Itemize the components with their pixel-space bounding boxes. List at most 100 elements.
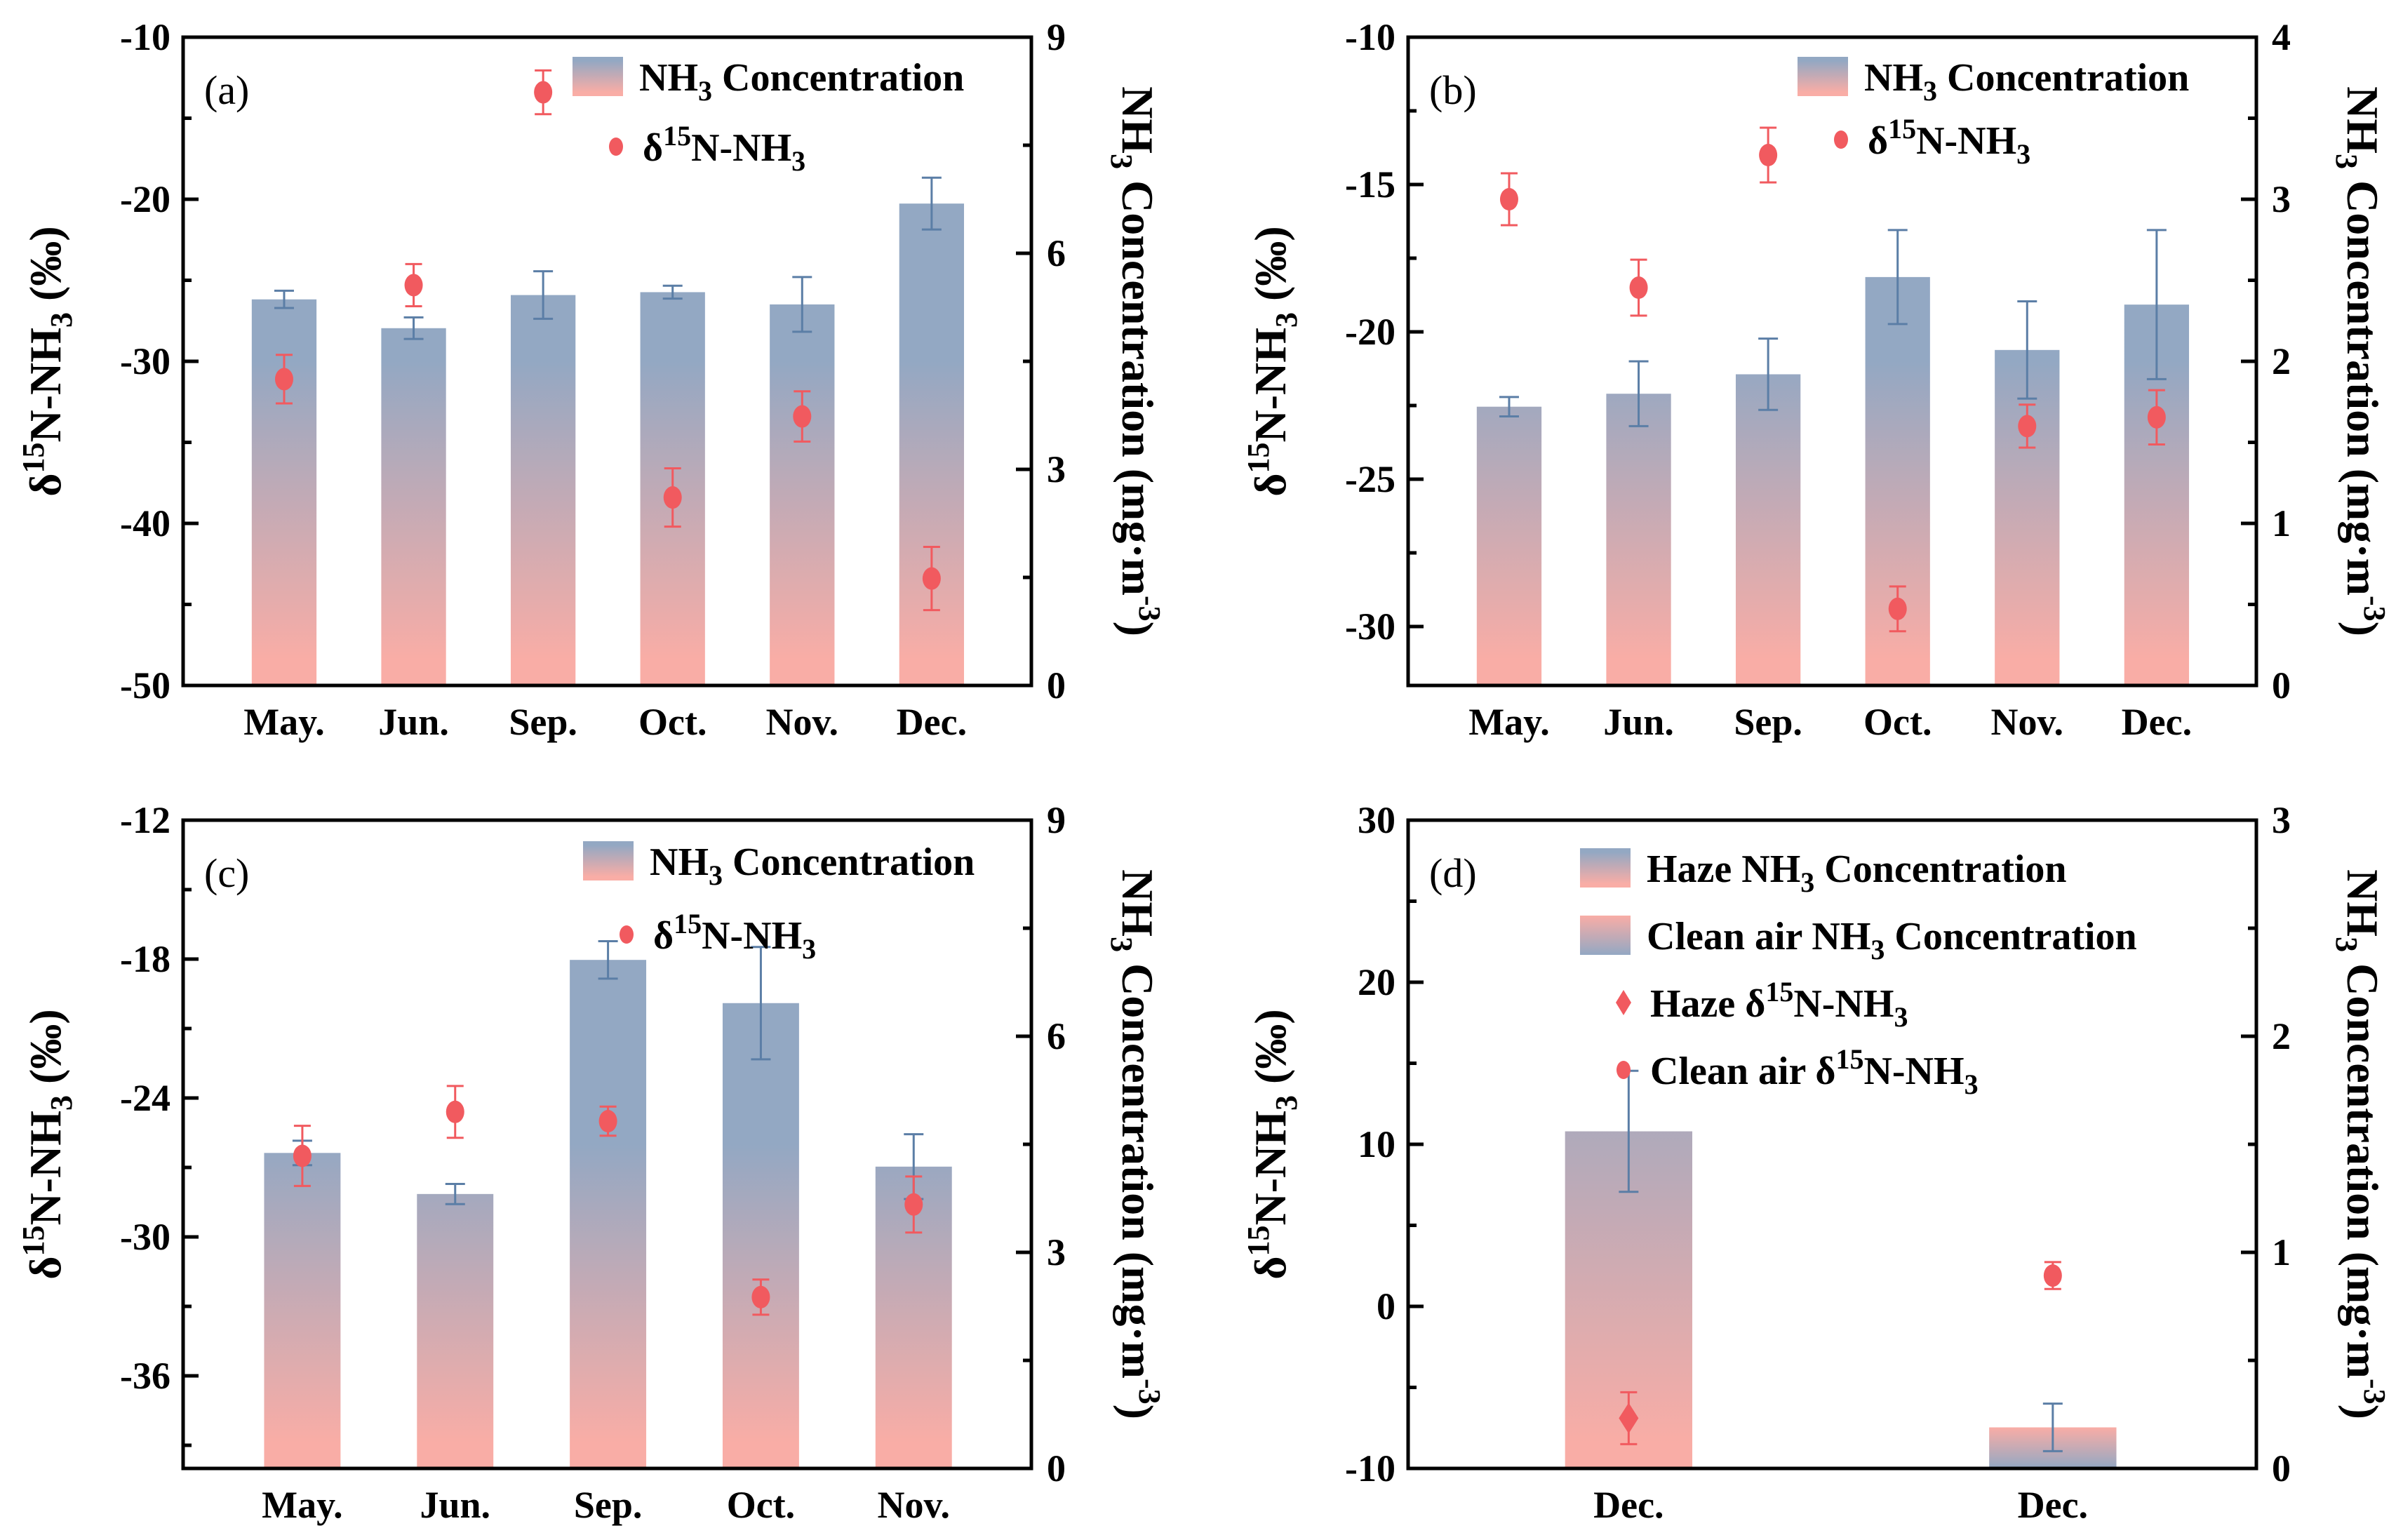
right-tick-label: 0 — [1047, 1447, 1066, 1489]
superscript: 15 — [1888, 113, 1916, 145]
x-tick-label: Nov. — [766, 701, 839, 743]
legend: NH3 Concentration δ15N-NH3 — [573, 56, 964, 177]
superscript: 15 — [1241, 442, 1276, 473]
bar-error-bar — [445, 1182, 465, 1205]
right-tick-label: 9 — [1047, 16, 1066, 58]
bar — [1995, 349, 2060, 685]
legend-label: δ15N-NH3 — [1868, 113, 2030, 170]
axis-title-text: Concentration (mg·m — [1113, 952, 1163, 1379]
subscript: 3 — [709, 859, 723, 891]
left-tick-label: -30 — [1345, 605, 1395, 648]
bar — [417, 1193, 494, 1468]
data-point — [404, 274, 423, 297]
legend-label: NH3 Concentration — [1864, 56, 2189, 107]
left-tick-label: 30 — [1358, 799, 1395, 841]
panel-label: (a) — [204, 67, 249, 113]
left-tick-label: 20 — [1358, 961, 1395, 1003]
x-tick-label: May. — [262, 1484, 343, 1526]
bar-error-bar — [662, 284, 683, 300]
legend-text-part: Concentration — [723, 841, 975, 884]
legend-item: δ15N-NH3 — [609, 120, 805, 177]
axis-title-text: Concentration (mg·m — [1113, 169, 1163, 596]
subscript: 3 — [2329, 937, 2364, 952]
legend-label: Haze NH3 Concentration — [1647, 848, 2067, 898]
delta-symbol: δ — [20, 473, 70, 496]
left-tick-label: -30 — [120, 1216, 170, 1258]
legend-marker-diamond — [1616, 990, 1631, 1015]
left-tick-label: -12 — [120, 799, 170, 841]
bar-error-bar — [533, 270, 554, 320]
axis-title-text: ) — [1113, 1405, 1163, 1419]
data-point — [1499, 188, 1518, 210]
subscript: 3 — [44, 1095, 79, 1111]
legend-text-part: N-NH — [702, 914, 802, 958]
left-tick-label: -20 — [120, 178, 170, 220]
axis-title-text: NH — [2338, 869, 2388, 937]
superscript: 15 — [674, 908, 702, 939]
axis-title-unit: (‰) — [1245, 226, 1295, 312]
bar-error-bar — [274, 289, 294, 309]
right-axis-title: NH3 Concentration (mg·m-3) — [1104, 869, 1167, 1419]
subscript: 3 — [1964, 1069, 1979, 1100]
subscript: 3 — [44, 312, 79, 328]
legend-label: NH3 Concentration — [650, 841, 975, 891]
left-tick-label: -50 — [120, 664, 170, 707]
legend-swatch — [1580, 848, 1631, 888]
axis-title-unit: (‰) — [1245, 1009, 1295, 1095]
left-tick-label: -24 — [120, 1077, 170, 1119]
right-tick-label: 6 — [1047, 232, 1066, 274]
x-tick-label: Nov. — [1991, 701, 2064, 743]
axis-title-unit: (‰) — [20, 1009, 70, 1095]
legend-label: Clean air δ15N-NH3 — [1650, 1043, 1979, 1100]
legend-text-part: Haze NH — [1647, 848, 1800, 891]
legend-swatch — [583, 841, 634, 881]
right-tick-label: 2 — [2272, 1015, 2291, 1057]
superscript: 15 — [1765, 976, 1793, 1007]
x-tick-label: Dec. — [897, 701, 967, 743]
subscript: 3 — [1870, 934, 1885, 965]
legend-label: NH3 Concentration — [639, 56, 964, 107]
subscript: 3 — [2329, 154, 2364, 169]
right-tick-label: 1 — [2272, 1231, 2291, 1273]
bar-error-bar — [751, 946, 771, 1061]
panel-label: (d) — [1429, 850, 1477, 896]
subscript: 3 — [1104, 937, 1139, 952]
legend-text-part: NH — [639, 56, 698, 100]
superscript: -3 — [1132, 1379, 1167, 1405]
left-axis-title: δ15N-NH3 (‰) — [1241, 226, 1304, 496]
legend-text-part: NH — [650, 841, 709, 884]
delta-symbol: δ — [1245, 473, 1295, 496]
subscript: 3 — [1269, 1095, 1304, 1111]
legend-swatch — [1798, 57, 1848, 96]
bar — [264, 1153, 341, 1468]
superscript: 15 — [16, 1225, 51, 1256]
right-tick-label: 0 — [2272, 1447, 2291, 1489]
axis-title-unit: (‰) — [20, 226, 70, 312]
legend-label: Haze δ15N-NH3 — [1650, 976, 1908, 1033]
subscript: 3 — [802, 933, 816, 965]
legend-text-part: Concentration — [712, 56, 964, 100]
left-tick-label: -10 — [1345, 16, 1395, 58]
data-point-diamond — [1619, 1402, 1639, 1434]
legend-swatch — [573, 57, 623, 96]
right-tick-label: 2 — [2272, 340, 2291, 382]
x-tick-label: Nov. — [877, 1484, 950, 1526]
legend: NH3 Concentration δ15N-NH3 — [1798, 56, 2189, 170]
data-point — [274, 368, 293, 391]
right-tick-label: 4 — [2272, 16, 2291, 58]
legend-text-part: Concentration — [1814, 848, 2066, 891]
right-axis-title: NH3 Concentration (mg·m-3) — [2329, 869, 2392, 1419]
right-tick-label: 3 — [1047, 1231, 1066, 1273]
axis-title-text: NH — [2338, 86, 2388, 154]
left-tick-label: 10 — [1358, 1123, 1395, 1165]
data-point — [293, 1144, 312, 1167]
superscript: 15 — [663, 120, 691, 152]
legend-text-part: Concentration — [1885, 915, 2136, 958]
subscript: 3 — [1269, 312, 1304, 328]
x-tick-label: Oct. — [727, 1484, 795, 1526]
bar-error-bar — [921, 176, 942, 231]
left-tick-label: -30 — [120, 340, 170, 382]
legend-text-part: Concentration — [1937, 56, 2189, 100]
bar — [899, 203, 965, 685]
